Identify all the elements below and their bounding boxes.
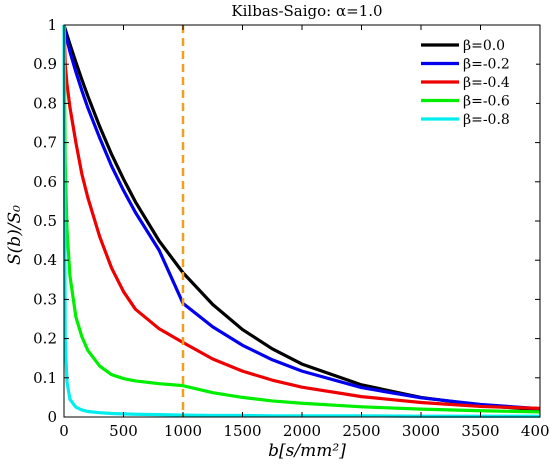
legend-label-4: β=-0.8 [463,112,510,128]
x-tick-label: 3000 [402,422,440,440]
x-tick-label: 3500 [461,422,499,440]
y-tick-label: 0.6 [33,173,57,191]
y-tick-label: 0.7 [33,134,57,152]
legend-label-1: β=-0.2 [463,57,510,73]
y-tick-label: 0.2 [33,330,57,348]
series-line-4 [62,24,540,418]
legend: β=0.0 β=-0.2 β=-0.4 β=-0.6 β=-0.8 [416,35,536,136]
series-lines [62,24,541,418]
legend-label-3: β=-0.6 [463,94,510,110]
x-tick-label: 2000 [283,422,321,440]
x-tick-label: 2500 [342,422,380,440]
series-line-0 [62,24,541,412]
x-tick-label: 500 [109,422,138,440]
y-tick-label: 0 [47,408,57,426]
y-tick-label: 0.8 [33,94,57,112]
y-tick-label: 0.3 [33,290,57,308]
x-tick-label: 1500 [223,422,261,440]
series-line-2 [62,24,541,410]
y-tick-label: 0.9 [33,55,57,73]
y-axis-label: S(b)/S₀ [5,205,25,265]
x-tick-label: 1000 [164,422,202,440]
y-tick-label: 0.4 [33,251,57,269]
series-line-3 [62,24,541,414]
legend-label-0: β=0.0 [463,38,505,54]
y-tick-label: 1 [47,16,57,34]
y-tick-label: 0.5 [33,212,57,230]
x-tick-label: 0 [59,422,69,440]
legend-label-2: β=-0.4 [463,75,510,91]
x-axis-label: b[s/mm²] [268,441,346,461]
chart-title: Kilbas-Saigo: α=1.0 [231,2,382,20]
y-tick-label: 0.1 [33,369,57,387]
series-line-1 [62,24,541,411]
